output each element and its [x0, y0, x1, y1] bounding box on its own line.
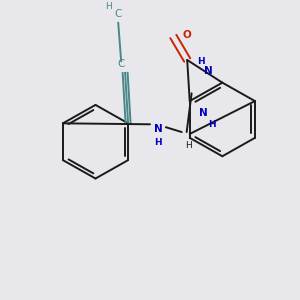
Text: N: N — [204, 66, 213, 76]
Text: H: H — [197, 57, 204, 66]
Text: H: H — [185, 141, 192, 150]
Text: C: C — [115, 9, 122, 19]
Text: H: H — [105, 2, 112, 11]
Text: H: H — [208, 120, 215, 129]
Text: O: O — [183, 30, 192, 40]
Text: H: H — [154, 138, 162, 147]
Text: N: N — [154, 124, 162, 134]
Text: C: C — [118, 59, 125, 69]
Text: N: N — [199, 108, 208, 118]
